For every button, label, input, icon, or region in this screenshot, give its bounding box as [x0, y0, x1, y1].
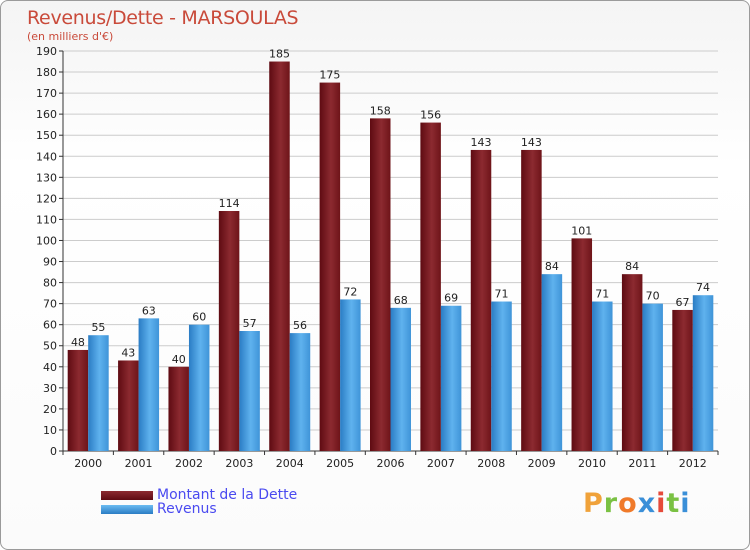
- value-label-debt-2004: 185: [269, 48, 290, 61]
- bar-revenue-2003: [239, 331, 260, 451]
- x-tick-label-2005: 2005: [326, 457, 354, 470]
- bar-debt-2005: [319, 82, 341, 451]
- y-tick-label-80: 80: [43, 277, 57, 290]
- bar-revenue-2007: [440, 305, 462, 451]
- x-tick-label-2003: 2003: [225, 457, 253, 470]
- bar-revenue-2008: [491, 301, 512, 451]
- bar-revenue-2011: [642, 303, 663, 451]
- bar-revenue-2012: [692, 295, 714, 451]
- bar-debt-2012: [672, 309, 693, 451]
- bar-debt-2008: [470, 149, 492, 451]
- value-label-revenue-2009: 84: [545, 260, 559, 273]
- value-label-debt-2012: 67: [676, 296, 690, 309]
- x-tick-label-2012: 2012: [679, 457, 707, 470]
- x-tick-label-2007: 2007: [427, 457, 455, 470]
- value-label-debt-2003: 114: [219, 197, 240, 210]
- legend-swatch-revenue: [101, 504, 153, 514]
- value-label-debt-2010: 101: [571, 224, 592, 237]
- value-label-revenue-2003: 57: [243, 317, 257, 330]
- value-label-debt-2006: 158: [370, 104, 391, 117]
- value-label-revenue-2002: 60: [192, 311, 206, 324]
- bar-debt-2006: [370, 118, 391, 452]
- value-label-debt-2001: 43: [121, 346, 135, 359]
- value-label-debt-2009: 143: [521, 136, 542, 149]
- x-tick-label-2002: 2002: [175, 457, 203, 470]
- y-tick-label-130: 130: [36, 171, 57, 184]
- bar-debt-2002: [168, 366, 189, 451]
- value-label-revenue-2010: 71: [595, 288, 609, 301]
- x-tick-label-2009: 2009: [528, 457, 556, 470]
- y-tick-label-20: 20: [43, 403, 57, 416]
- y-tick-label-140: 140: [36, 150, 57, 163]
- y-tick-label-30: 30: [43, 382, 57, 395]
- legend-label-revenue: Revenus: [157, 501, 217, 517]
- value-label-debt-2005: 175: [319, 69, 340, 82]
- x-tick-label-2011: 2011: [628, 457, 656, 470]
- bar-debt-2000: [67, 349, 89, 451]
- legend-label-debt: Montant de la Dette: [157, 487, 298, 503]
- bar-revenue-2005: [340, 299, 361, 451]
- y-tick-label-60: 60: [43, 319, 57, 332]
- value-label-revenue-2001: 63: [142, 304, 156, 317]
- x-tick-label-2004: 2004: [276, 457, 304, 470]
- value-label-revenue-2004: 56: [293, 319, 307, 332]
- value-label-revenue-2012: 74: [696, 281, 710, 294]
- y-tick-label-50: 50: [43, 340, 57, 353]
- y-tick-label-150: 150: [36, 129, 57, 142]
- bar-debt-2004: [269, 61, 290, 452]
- bar-revenue-2010: [592, 301, 613, 451]
- bar-debt-2010: [571, 238, 593, 451]
- value-label-debt-2008: 143: [471, 136, 492, 149]
- y-tick-label-40: 40: [43, 361, 57, 374]
- y-tick-label-90: 90: [43, 256, 57, 269]
- value-label-revenue-2011: 70: [646, 290, 660, 303]
- chart-title: Revenus/Dette - MARSOULAS: [27, 7, 299, 29]
- y-tick-label-10: 10: [43, 424, 57, 437]
- x-tick-label-2006: 2006: [377, 457, 405, 470]
- value-label-revenue-2005: 72: [343, 285, 357, 298]
- x-tick-label-2010: 2010: [578, 457, 606, 470]
- bar-revenue-2009: [541, 274, 563, 451]
- value-label-debt-2011: 84: [625, 260, 639, 273]
- bar-debt-2001: [118, 360, 139, 451]
- y-tick-label-110: 110: [36, 213, 57, 226]
- legend-item-revenue: Revenus: [101, 501, 217, 517]
- bar-debt-2003: [218, 211, 240, 451]
- y-tick-label-190: 190: [36, 45, 57, 58]
- value-label-revenue-2007: 69: [444, 292, 458, 305]
- legend-swatch-debt: [101, 490, 153, 500]
- value-label-debt-2007: 156: [420, 109, 441, 122]
- y-tick-label-100: 100: [36, 234, 57, 247]
- y-tick-label-160: 160: [36, 108, 57, 121]
- bar-debt-2011: [621, 274, 643, 451]
- y-tick-label-120: 120: [36, 192, 57, 205]
- value-label-revenue-2008: 71: [495, 288, 509, 301]
- y-tick-label-170: 170: [36, 87, 57, 100]
- bar-revenue-2004: [289, 333, 311, 451]
- value-label-debt-2000: 48: [71, 336, 85, 349]
- x-tick-label-2001: 2001: [125, 457, 153, 470]
- y-tick-label-180: 180: [36, 66, 57, 79]
- bar-debt-2009: [521, 149, 542, 451]
- legend-item-debt: Montant de la Dette: [101, 487, 297, 503]
- chart-unit-subtitle: (en milliers d'€): [27, 30, 114, 43]
- bar-revenue-2001: [138, 318, 160, 451]
- y-tick-label-0: 0: [50, 445, 57, 458]
- proxiti-logo: Proxiti: [583, 488, 691, 519]
- value-label-revenue-2000: 55: [91, 321, 105, 334]
- x-tick-label-2000: 2000: [74, 457, 102, 470]
- value-label-revenue-2006: 68: [394, 294, 408, 307]
- x-tick-label-2008: 2008: [477, 457, 505, 470]
- value-label-debt-2002: 40: [172, 353, 186, 366]
- bar-revenue-2000: [88, 335, 109, 451]
- bar-revenue-2002: [188, 324, 210, 451]
- bar-revenue-2006: [390, 307, 411, 451]
- y-tick-label-70: 70: [43, 298, 57, 311]
- bar-debt-2007: [420, 122, 441, 451]
